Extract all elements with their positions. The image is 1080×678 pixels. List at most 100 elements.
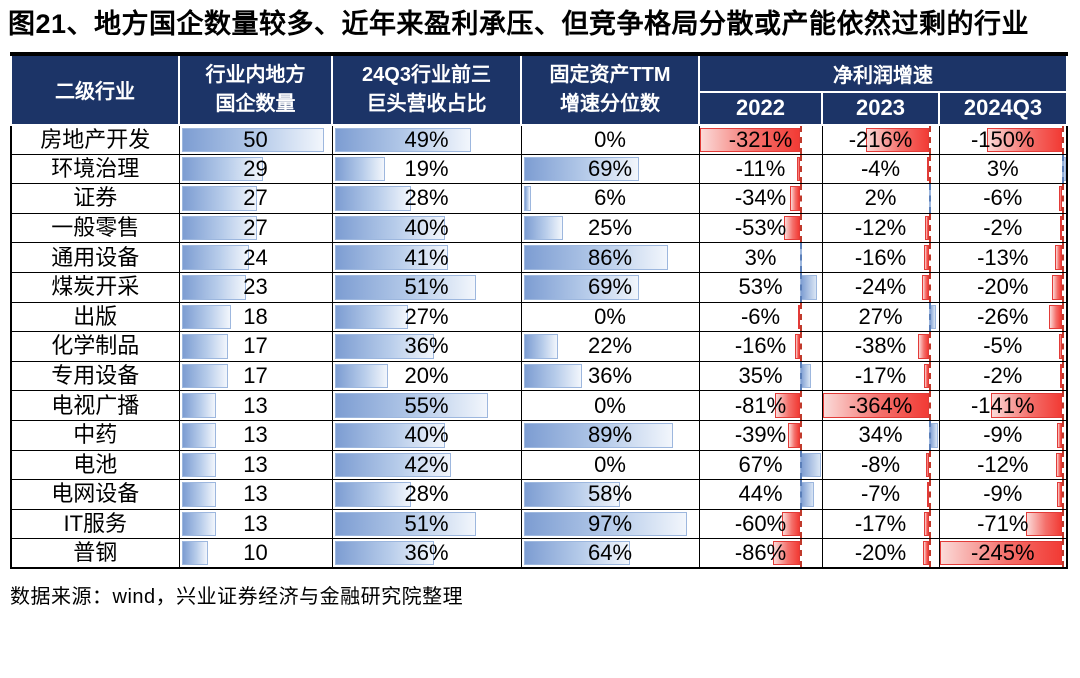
fixed-asset-cell: 0%	[520, 301, 700, 333]
blue-data-bar	[523, 215, 564, 241]
databar-axis-line	[800, 421, 803, 450]
profit-2022-cell-value: 67%	[738, 451, 783, 477]
fixed-asset-cell-value: 6%	[594, 185, 626, 211]
profit-2022-cell: -34%	[698, 183, 823, 214]
profit-2024q3-cell-value: -9%	[983, 481, 1023, 507]
industry-name: 房地产开发	[40, 126, 151, 152]
red-negative-bar	[926, 482, 929, 507]
databar-axis-line	[800, 539, 803, 568]
profit-2024q3-cell: -5%	[938, 331, 1068, 362]
databar-axis-line	[1061, 184, 1064, 213]
profit-2022-cell-value: -321%	[728, 126, 793, 152]
profit-2022-cell-value: -53%	[734, 215, 787, 241]
blue-data-bar	[181, 245, 249, 270]
profit-2023-cell-value: -17%	[854, 363, 907, 389]
databar-axis-line	[800, 391, 803, 420]
databar-axis-line	[800, 243, 803, 272]
fixed-asset-cell: 89%	[520, 419, 700, 451]
blue-data-bar	[181, 541, 208, 566]
blue-data-bar	[181, 274, 246, 300]
profit-2024q3-cell-value: -2%	[983, 215, 1023, 241]
blue-data-bar	[181, 304, 232, 330]
red-negative-bar	[865, 127, 929, 152]
blue-positive-bar	[800, 482, 815, 507]
table-header: 二级行业 行业内地方 国企数量 24Q3行业前三 巨头营收占比 固定资产TTM …	[10, 52, 1068, 126]
soe-count-cell: 13	[178, 419, 333, 451]
profit-2022-cell: -321%	[698, 124, 823, 155]
profit-2022-cell-value: 53%	[738, 274, 783, 300]
table-row: IT服务 13 51% 97% -60% -17% -71%	[10, 508, 1068, 540]
databar-axis-line	[800, 125, 803, 154]
industry-name: 煤炭开采	[51, 274, 140, 300]
top3-share-cell: 51%	[331, 508, 522, 540]
profit-2023-cell: -17%	[821, 360, 940, 392]
blue-data-bar	[523, 334, 559, 359]
profit-2023-cell-value: -7%	[860, 481, 901, 507]
profit-2022-cell: 3%	[698, 242, 823, 273]
databar-axis-line	[800, 273, 803, 302]
header-year-2024q3: 2024Q3	[938, 90, 1068, 126]
industry-cell: 煤炭开采	[10, 271, 180, 303]
fixed-asset-cell-value: 0%	[594, 392, 626, 418]
industry-name: 一般零售	[51, 215, 140, 241]
blue-data-bar	[523, 245, 669, 270]
profit-2023-cell-value: -12%	[854, 215, 907, 241]
databar-axis-line	[928, 451, 931, 479]
profit-2023-cell-value: 34%	[858, 422, 903, 448]
profit-2024q3-cell-value: 3%	[986, 155, 1019, 181]
blue-data-bar	[181, 186, 258, 211]
blue-data-bar	[523, 511, 688, 537]
industry-cell: 环境治理	[10, 153, 180, 185]
fixed-asset-cell: 25%	[520, 212, 700, 244]
soe-count-cell: 13	[178, 508, 333, 540]
top3-share-cell-value: 55%	[404, 392, 449, 418]
profit-2023-cell-value: -364%	[848, 392, 913, 418]
blue-data-bar	[334, 511, 477, 537]
soe-count-cell-value: 24	[243, 244, 268, 270]
profit-2023-cell: -364%	[821, 390, 940, 421]
databar-axis-line	[1061, 303, 1064, 331]
databar-axis-line	[928, 510, 931, 538]
profit-2024q3-cell: -13%	[938, 242, 1068, 273]
databar-axis-line	[800, 155, 803, 183]
top3-share-cell-value: 27%	[404, 303, 449, 329]
industry-name: 普钢	[73, 540, 118, 566]
profit-2024q3-cell-value: -245%	[970, 540, 1035, 566]
red-negative-bar	[783, 215, 801, 241]
databar-axis-line	[800, 451, 803, 479]
databar-axis-line	[800, 362, 803, 390]
blue-data-bar	[181, 156, 264, 182]
fixed-asset-cell: 6%	[520, 183, 700, 214]
blue-data-bar	[334, 304, 409, 330]
databar-axis-line	[1061, 273, 1064, 302]
blue-data-bar	[523, 274, 639, 300]
top3-share-cell-value: 42%	[404, 451, 449, 477]
industry-cell: 专用设备	[10, 360, 180, 392]
databar-axis-line	[928, 421, 931, 450]
red-negative-bar	[1026, 511, 1062, 537]
top3-share-cell: 41%	[331, 242, 522, 273]
profit-2022-cell-value: -6%	[740, 303, 781, 329]
red-negative-bar	[922, 541, 929, 566]
blue-data-bar	[334, 186, 411, 211]
header-top3-line1: 24Q3行业前三	[362, 63, 491, 86]
profit-2024q3-cell: 3%	[938, 153, 1068, 185]
top3-share-cell-value: 36%	[404, 333, 449, 359]
red-negative-bar	[700, 127, 801, 152]
blue-data-bar	[334, 215, 445, 241]
top3-share-cell: 40%	[331, 419, 522, 451]
profit-2022-cell: -16%	[698, 331, 823, 362]
fixed-asset-cell: 69%	[520, 153, 700, 185]
fixed-asset-cell-value: 64%	[587, 540, 633, 566]
databar-axis-line	[928, 214, 931, 242]
fixed-asset-cell: 86%	[520, 242, 700, 273]
profit-2024q3-cell-value: -13%	[977, 244, 1029, 270]
profit-2023-cell: -38%	[821, 331, 940, 362]
fixed-asset-cell-value: 22%	[587, 333, 633, 359]
red-negative-bar	[1059, 215, 1062, 241]
soe-count-cell-value: 17	[243, 363, 268, 389]
profit-2022-cell: -81%	[698, 390, 823, 421]
profit-2023-cell-value: -20%	[854, 540, 907, 566]
red-negative-bar	[774, 393, 801, 418]
profit-2024q3-cell: -71%	[938, 508, 1068, 540]
